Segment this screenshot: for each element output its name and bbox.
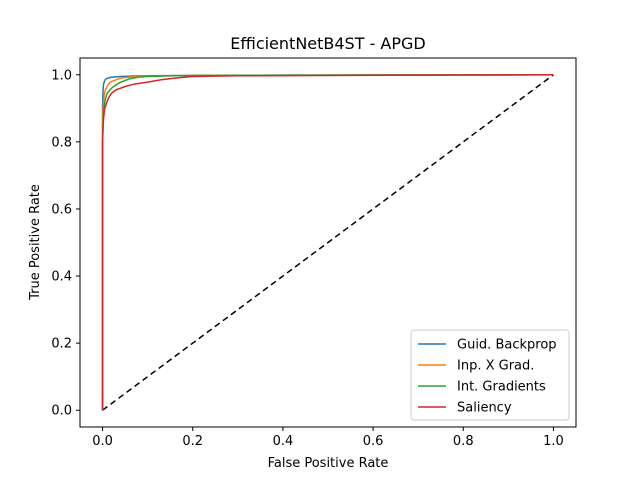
legend-box (410, 329, 570, 421)
legend-label-int-gradients: Int. Gradients (457, 380, 546, 395)
y-tick-label: 0.6 (51, 202, 72, 217)
y-tick-label: 0.0 (51, 404, 72, 419)
x-tick-label: 0.2 (182, 434, 203, 449)
x-tick-label: 0.4 (273, 434, 294, 449)
x-tick-label: 0.8 (453, 434, 474, 449)
x-axis-ticks: 0.0 0.2 0.4 0.6 0.8 1.0 (92, 427, 564, 449)
y-tick-label: 0.8 (51, 135, 72, 150)
series-line-saliency (101, 74, 554, 411)
y-tick-label: 0.4 (51, 270, 72, 285)
y-axis-ticks: 0.0 0.2 0.4 0.6 0.8 1.0 (51, 68, 80, 419)
axes-frame (79, 57, 577, 428)
legend: Guid. Backprop Inp. X Grad. Int. Gradients… (410, 329, 570, 421)
reference-line-chance-diagonal (102, 74, 554, 411)
y-axis-label: True Positive Rate (28, 184, 43, 301)
series-lines (101, 74, 554, 411)
plot-area (79, 57, 577, 428)
y-tick-label: 0.2 (51, 337, 72, 352)
y-tick-label: 1.0 (51, 68, 72, 83)
chart-title: EfficientNetB4ST - APGD (230, 34, 426, 53)
legend-label-saliency: Saliency (457, 401, 512, 416)
legend-label-inp-x-grad: Inp. X Grad. (457, 359, 534, 374)
x-axis-label: False Positive Rate (268, 456, 389, 471)
legend-label-guid-backprop: Guid. Backprop (457, 338, 557, 353)
x-tick-label: 0.6 (363, 434, 384, 449)
x-tick-label: 0.0 (92, 434, 113, 449)
x-tick-label: 1.0 (543, 434, 564, 449)
